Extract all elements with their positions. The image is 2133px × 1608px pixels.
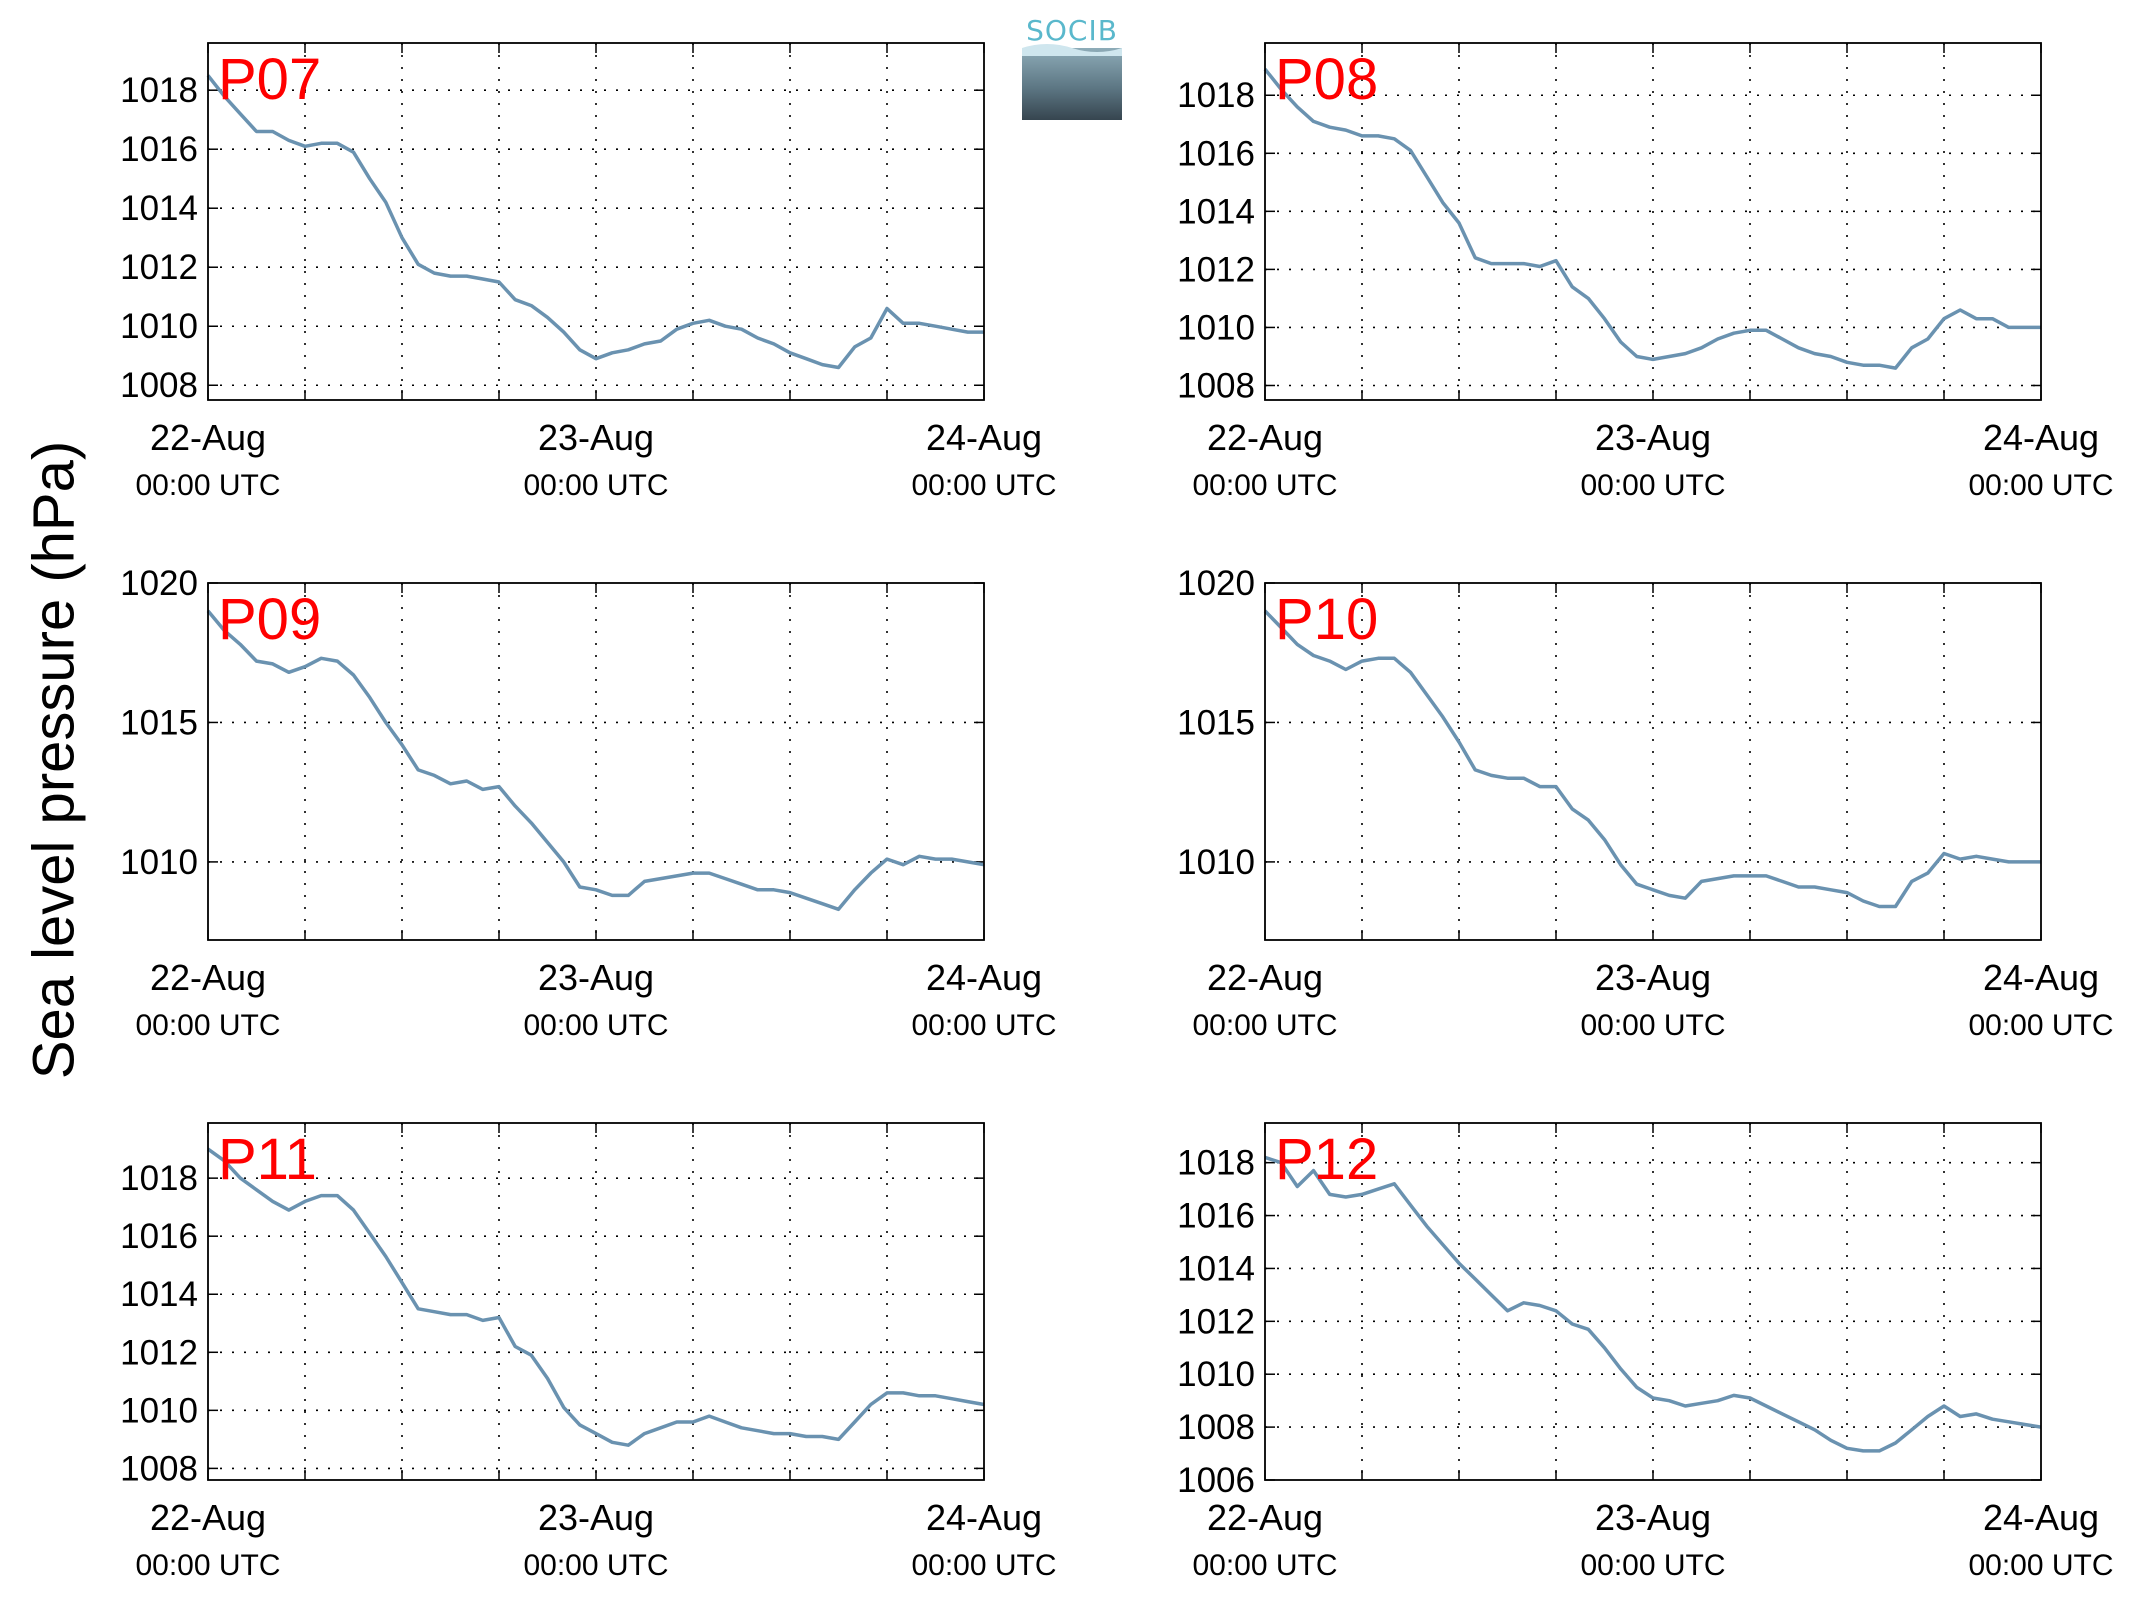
x-tick-label-time: 00:00 UTC [1968, 469, 2113, 502]
x-tick-label-day: 24-Aug [926, 1497, 1042, 1538]
x-tick-label-time: 00:00 UTC [1968, 1549, 2113, 1582]
axes-box [207, 42, 985, 401]
y-tick-label: 1012 [120, 1333, 198, 1372]
x-tick-label-day: 22-Aug [1207, 1497, 1323, 1538]
station-label: P08 [1275, 47, 1378, 112]
y-tick-label: 1016 [120, 1217, 198, 1256]
x-tick-label-day: 24-Aug [926, 957, 1042, 998]
series-line-p11 [206, 1147, 985, 1447]
y-tick-label: 1020 [120, 564, 198, 603]
series-line-p10 [1263, 609, 2041, 909]
x-tick-label-day: 24-Aug [1983, 417, 2099, 458]
axes-box [1264, 42, 2042, 401]
x-tick-label-time: 00:00 UTC [135, 1009, 280, 1042]
axes-box [207, 1122, 985, 1481]
axes-box [1264, 1122, 2042, 1481]
x-tick-label-day: 22-Aug [150, 957, 266, 998]
x-tick-label-time: 00:00 UTC [911, 1549, 1056, 1582]
y-tick-label: 1018 [120, 1159, 198, 1198]
y-tick-label: 1008 [1177, 1408, 1255, 1447]
x-tick-label-time: 00:00 UTC [1580, 469, 1725, 502]
x-tick-label-time: 00:00 UTC [1192, 469, 1337, 502]
axes-box [207, 582, 985, 941]
socib-logo: SOCIB [1022, 14, 1122, 120]
y-tick-label: 1016 [120, 130, 198, 169]
x-tick-label-day: 23-Aug [538, 417, 654, 458]
y-tick-label: 1020 [1177, 564, 1255, 603]
x-tick-label-time: 00:00 UTC [1580, 1009, 1725, 1042]
x-tick-label-day: 23-Aug [538, 1497, 654, 1538]
y-tick-label: 1018 [1177, 1144, 1255, 1183]
x-tick-label-time: 00:00 UTC [911, 469, 1056, 502]
x-tick-label-time: 00:00 UTC [1968, 1009, 2113, 1042]
y-tick-label: 1010 [120, 843, 198, 882]
station-label: P10 [1275, 587, 1378, 652]
y-tick-label: 1016 [1177, 134, 1255, 173]
x-tick-label-day: 23-Aug [538, 957, 654, 998]
panel-p07: 1008 1010 1012 1014 1016 1018 22-Aug 00:00 UTC 2… [120, 42, 1057, 502]
y-tick-label: 1014 [120, 1275, 198, 1314]
y-tick-label: 1014 [120, 189, 198, 228]
station-label: P09 [218, 587, 321, 652]
station-label: P07 [218, 47, 321, 112]
y-tick-label: 1008 [120, 366, 198, 405]
axes-box [1264, 582, 2042, 941]
wave-icon [1022, 44, 1122, 56]
y-tick-label: 1014 [1177, 192, 1255, 231]
station-label: P11 [218, 1127, 317, 1192]
x-tick-label-time: 00:00 UTC [523, 1009, 668, 1042]
y-tick-label: 1012 [1177, 1302, 1255, 1341]
y-tick-label: 1010 [1177, 308, 1255, 347]
y-tick-label: 1016 [1177, 1197, 1255, 1236]
y-tick-label: 1008 [120, 1449, 198, 1488]
station-label: P12 [1275, 1127, 1378, 1192]
x-tick-label-day: 23-Aug [1595, 1497, 1711, 1538]
socib-logo-text: SOCIB [1026, 14, 1118, 47]
y-tick-label: 1015 [120, 703, 198, 742]
panel-p09: 1010 1015 1020 22-Aug 00:00 UTC 23-Aug 00:00 U… [120, 564, 1056, 1042]
series-line-p12 [1264, 1155, 2042, 1453]
x-tick-label-day: 22-Aug [150, 417, 266, 458]
y-tick-label: 1018 [1177, 76, 1255, 115]
panel-p12: 1006 1008 1010 1012 1014 1016 1018 22-Aug 00:00 … [1177, 1122, 2114, 1582]
x-tick-label-day: 24-Aug [926, 417, 1042, 458]
panel-p10: 1010 1015 1020 22-Aug 00:00 UTC 23-Aug 00:00 U… [1177, 564, 2113, 1042]
y-tick-label: 1010 [120, 1391, 198, 1430]
x-tick-label-time: 00:00 UTC [911, 1009, 1056, 1042]
x-tick-label-time: 00:00 UTC [135, 469, 280, 502]
x-tick-label-day: 24-Aug [1983, 1497, 2099, 1538]
y-tick-label: 1006 [1177, 1461, 1255, 1500]
y-tick-label: 1012 [1177, 250, 1255, 289]
y-tick-label: 1015 [1177, 703, 1255, 742]
x-tick-label-day: 23-Aug [1595, 417, 1711, 458]
x-tick-label-time: 00:00 UTC [1192, 1549, 1337, 1582]
y-tick-label: 1010 [1177, 1355, 1255, 1394]
x-tick-label-time: 00:00 UTC [523, 469, 668, 502]
x-tick-label-time: 00:00 UTC [135, 1549, 280, 1582]
x-tick-label-time: 00:00 UTC [523, 1549, 668, 1582]
panel-p08: 1008 1010 1012 1014 1016 1018 22-Aug 00:00 UTC 2… [1177, 42, 2114, 502]
y-tick-label: 1018 [120, 71, 198, 110]
y-tick-label: 1014 [1177, 1249, 1255, 1288]
x-tick-label-day: 22-Aug [1207, 957, 1323, 998]
y-tick-label: 1010 [120, 307, 198, 346]
panel-p11: 1008 1010 1012 1014 1016 1018 22-Aug 00:00 UTC 2… [120, 1122, 1057, 1582]
series-line-p08 [1263, 68, 2041, 370]
socib-logo-box [1022, 48, 1122, 120]
x-tick-label-day: 22-Aug [150, 1497, 266, 1538]
series-line-p07 [206, 74, 984, 370]
x-tick-label-time: 00:00 UTC [1192, 1009, 1337, 1042]
y-tick-label: 1010 [1177, 843, 1255, 882]
series-line-p09 [206, 609, 985, 912]
y-tick-label: 1008 [1177, 366, 1255, 405]
x-tick-label-time: 00:00 UTC [1580, 1549, 1725, 1582]
x-tick-label-day: 22-Aug [1207, 417, 1323, 458]
y-tick-label: 1012 [120, 248, 198, 287]
x-tick-label-day: 23-Aug [1595, 957, 1711, 998]
x-tick-label-day: 24-Aug [1983, 957, 2099, 998]
